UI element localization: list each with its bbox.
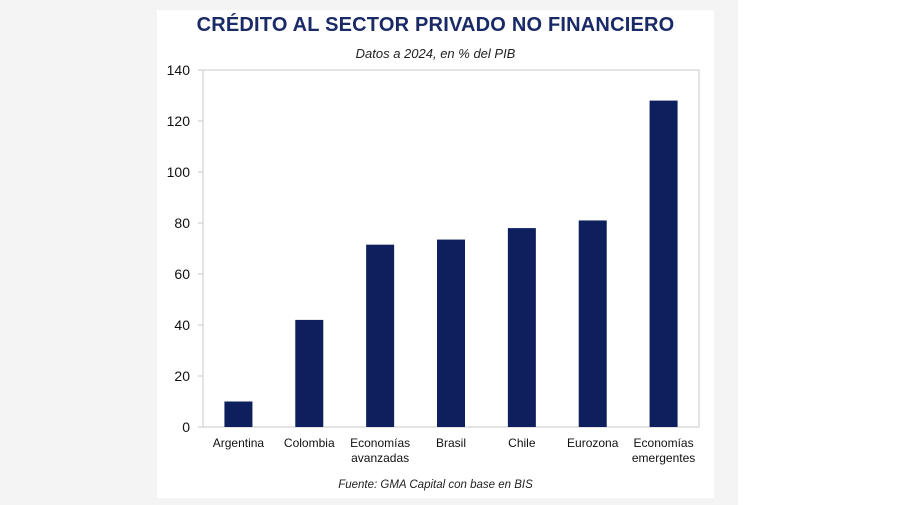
- y-tick-label: 140: [167, 62, 191, 78]
- x-tick-label: Chile: [508, 436, 536, 450]
- x-tick-label-line: Colombia: [284, 436, 335, 450]
- bar-3: [437, 239, 465, 427]
- bar-0: [224, 401, 253, 427]
- x-tick-label-line: Eurozona: [567, 436, 619, 450]
- x-tick-label-line: Argentina: [213, 436, 265, 450]
- x-tick-label: Colombia: [284, 436, 335, 450]
- y-tick-label: 20: [174, 368, 190, 384]
- x-tick-label-line: avanzadas: [351, 451, 409, 465]
- x-tick-label-line: Economías: [350, 436, 410, 450]
- y-tick-label: 0: [182, 419, 190, 435]
- y-tick-label: 60: [174, 266, 190, 282]
- x-tick-label-line: Brasil: [436, 436, 466, 450]
- bar-5: [578, 220, 607, 427]
- bar-4: [507, 228, 536, 427]
- bar-2: [366, 244, 395, 427]
- y-tick-label: 100: [167, 164, 191, 180]
- chart-source: Fuente: GMA Capital con base en BIS: [338, 479, 533, 491]
- x-tick-label-line: Chile: [508, 436, 536, 450]
- y-tick-label: 120: [167, 113, 191, 129]
- x-tick-label: Eurozona: [567, 436, 619, 450]
- x-tick-label-line: Economías: [634, 436, 694, 450]
- chart-subtitle: Datos a 2024, en % del PIB: [355, 46, 516, 61]
- x-tick-label: Argentina: [213, 436, 265, 450]
- x-tick-label: Economías avanzadas: [350, 436, 410, 465]
- chart-title: CRÉDITO AL SECTOR PRIVADO NO FINANCIERO: [196, 14, 675, 36]
- y-tick-label: 80: [174, 215, 190, 231]
- bar-1: [295, 319, 324, 427]
- x-tick-label-line: emergentes: [632, 451, 695, 465]
- x-tick-label: Brasil: [436, 436, 466, 450]
- x-tick-label: Economías emergentes: [632, 436, 695, 465]
- y-tick-label: 40: [174, 317, 190, 333]
- bar-6: [649, 100, 678, 427]
